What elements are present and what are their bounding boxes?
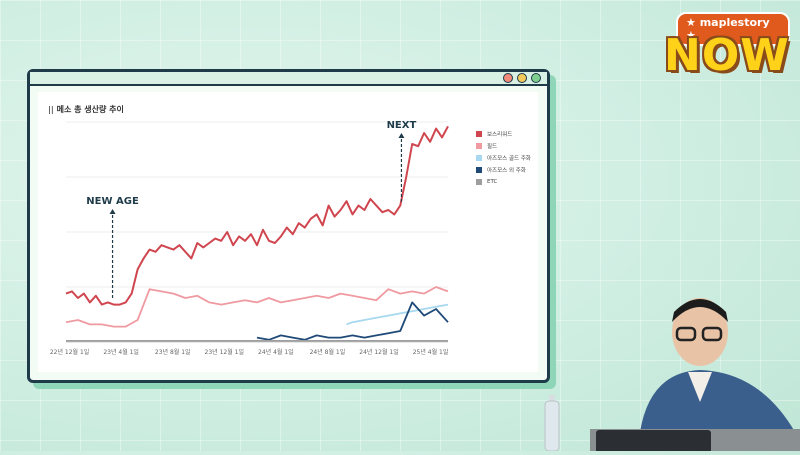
- x-tick-label: 24년 8월 1일: [310, 348, 346, 356]
- legend-label: 아즈모스 골드 주화: [487, 156, 531, 162]
- legend-label: ETC: [487, 179, 498, 185]
- legend-item: 아즈모스 골드 주화: [476, 152, 531, 164]
- legend-swatch: [476, 155, 482, 161]
- maplestory-now-logo: ★ maplestory ★ NOW: [660, 10, 790, 85]
- x-tick-label: 23년 8월 1일: [155, 348, 191, 356]
- series-line: [65, 125, 449, 306]
- x-tick-label: 23년 4월 1일: [103, 348, 139, 356]
- logo-wordmark: NOW: [664, 30, 790, 81]
- laptop: [596, 430, 711, 451]
- legend-item: 아즈모스 외 주화: [476, 164, 531, 176]
- x-tick-label: 23년 12월 1일: [205, 348, 244, 356]
- window-dot-red-icon: [503, 73, 513, 83]
- legend-swatch: [476, 179, 482, 185]
- legend-label: 필드: [487, 144, 498, 150]
- x-tick-label: 25년 4월 1일: [413, 348, 449, 356]
- x-tick-label: 22년 12월 1일: [50, 348, 89, 356]
- legend-item: 보스리워드: [476, 128, 531, 140]
- annotation-arrowhead: [109, 209, 116, 214]
- chart-title-text: 메소 총 생산량 추이: [56, 105, 124, 114]
- logo-badge: ★ maplestory ★: [676, 12, 790, 46]
- annotation-arrowhead: [398, 133, 405, 138]
- annotation-label: NEW AGE: [86, 196, 139, 207]
- title-bar-icon: ||: [48, 105, 54, 114]
- water-bottle: [543, 395, 561, 452]
- window-dot-green-icon: [531, 73, 541, 83]
- x-tick-label: 24년 12월 1일: [359, 348, 398, 356]
- legend-swatch: [476, 167, 482, 173]
- legend-item: ETC: [476, 176, 531, 188]
- chart-title: || 메소 총 생산량 추이: [48, 104, 124, 115]
- x-tick-label: 24년 4월 1일: [258, 348, 294, 356]
- series-line: [256, 301, 449, 341]
- legend-item: 필드: [476, 140, 531, 152]
- legend-swatch: [476, 131, 482, 137]
- presenter: [630, 292, 800, 432]
- chart-window: || 메소 총 생산량 추이 22년 12월 1일 23년 4월 1일 23년 8월…: [27, 69, 550, 383]
- chart-panel: || 메소 총 생산량 추이 22년 12월 1일 23년 4월 1일 23년 8월…: [38, 92, 538, 372]
- annotation-label: NEXT: [387, 120, 417, 131]
- legend-label: 보스리워드: [487, 132, 513, 138]
- legend-swatch: [476, 143, 482, 149]
- line-chart: 22년 12월 1일 23년 4월 1일 23년 8월 1일 23년 12월 1일 24…: [50, 120, 449, 356]
- series-line: [65, 286, 449, 328]
- series-line: [346, 303, 449, 326]
- window-titlebar: [30, 72, 547, 86]
- legend-label: 아즈모스 외 주화: [487, 168, 526, 174]
- window-dot-yellow-icon: [517, 73, 527, 83]
